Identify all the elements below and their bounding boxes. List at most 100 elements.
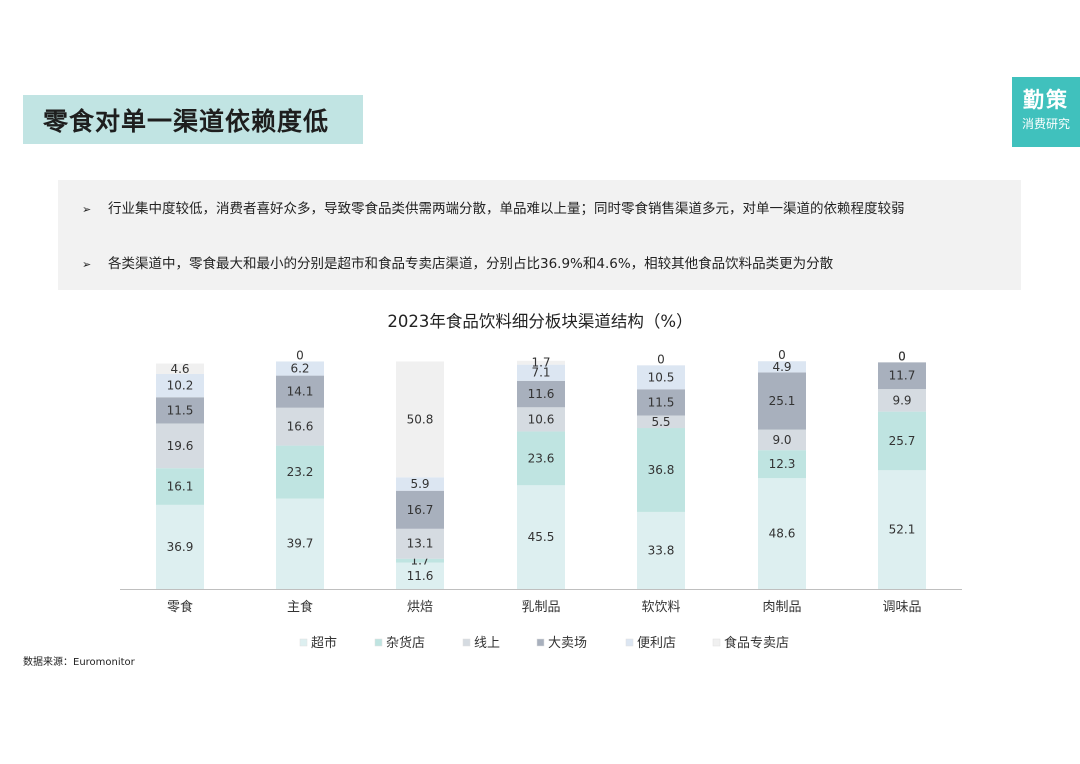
legend-swatch	[374, 638, 383, 647]
summary-box: ➢ 行业集中度较低，消费者喜好众多，导致零食品类供需两端分散，单品难以上量；同时…	[58, 180, 1021, 290]
data-label: 0	[898, 349, 906, 363]
data-label: 10.6	[528, 412, 555, 426]
bar-segment	[276, 375, 324, 408]
brand-logo: 勤策 消费研究	[1012, 77, 1080, 147]
bar-segment	[758, 361, 806, 373]
brand-name: 勤策	[1023, 88, 1069, 112]
data-label: 52.1	[889, 523, 916, 537]
bar-segment	[517, 407, 565, 432]
data-label: 5.5	[651, 415, 670, 429]
data-label: 36.9	[167, 540, 194, 554]
data-label: 36.8	[648, 463, 675, 477]
legend-swatch	[299, 638, 308, 647]
data-label: 16.1	[167, 480, 194, 494]
legend-swatch	[536, 638, 545, 647]
data-label: 25.7	[889, 434, 916, 448]
legend-label: 线上	[474, 636, 500, 651]
data-label: 39.7	[287, 537, 314, 551]
data-label: 7.1	[531, 366, 550, 380]
data-label: 23.2	[287, 465, 314, 479]
data-label: 12.3	[769, 457, 796, 471]
data-source: 数据来源：Euromonitor	[23, 657, 135, 668]
data-label: 11.6	[528, 387, 555, 401]
legend-label: 超市	[311, 635, 337, 651]
bar-segment	[276, 407, 324, 446]
data-label: 16.6	[287, 420, 314, 434]
bar-segment	[758, 429, 806, 451]
data-label: 13.1	[407, 537, 434, 551]
arrow-bullet-icon: ➢	[82, 203, 92, 216]
bar-segment	[637, 365, 685, 390]
data-label: 10.2	[167, 379, 194, 393]
brand-subtitle: 消费研究	[1021, 117, 1070, 131]
data-label: 0	[778, 348, 786, 362]
bullet-text: 各类渠道中，零食最大和最小的分别是超市和食品专卖店渠道，分别占比36.9%和4.…	[108, 256, 834, 272]
data-label: 23.6	[528, 451, 555, 465]
bar-segment	[517, 431, 565, 486]
page-title: 零食对单一渠道依赖度低	[43, 106, 330, 136]
legend-swatch	[625, 638, 634, 647]
legend-swatch	[712, 638, 721, 647]
data-label: 9.9	[892, 393, 911, 407]
bar-segment	[758, 478, 806, 589]
x-tick-label: 调味品	[882, 600, 921, 615]
bar-segment	[637, 415, 685, 429]
arrow-bullet-icon: ➢	[82, 258, 92, 271]
data-label: 0	[296, 348, 304, 362]
page-title-banner: 零食对单一渠道依赖度低	[23, 95, 363, 144]
bar-segment	[156, 373, 204, 398]
bar-segment	[637, 511, 685, 589]
bar-segment	[517, 360, 565, 365]
bar-segment	[156, 423, 204, 469]
bar-segment	[396, 562, 444, 589]
data-label: 11.7	[889, 369, 916, 383]
data-label: 16.7	[407, 503, 434, 517]
bar-segment	[396, 490, 444, 529]
legend-label: 食品专卖店	[724, 635, 789, 651]
bar-segment	[396, 558, 444, 563]
data-label: 11.6	[407, 569, 434, 583]
bar-segment	[517, 380, 565, 408]
data-label: 11.5	[167, 403, 194, 417]
data-label: 4.9	[772, 360, 791, 374]
legend-label: 杂货店	[386, 635, 425, 651]
bar-segment	[878, 411, 926, 471]
bar-segment	[637, 428, 685, 512]
bar-segment	[156, 504, 204, 589]
bullet-text: 行业集中度较低，消费者喜好众多，导致零食品类供需两端分散，单品难以上量；同时零食…	[108, 201, 905, 217]
data-label: 6.2	[290, 362, 309, 376]
bar-segment	[156, 363, 204, 374]
x-tick-label: 主食	[287, 599, 313, 615]
data-label: 25.1	[769, 394, 796, 408]
data-label: 5.9	[410, 477, 429, 491]
x-tick-label: 乳制品	[521, 600, 560, 615]
bar-segment	[396, 528, 444, 559]
bar-segment	[396, 477, 444, 491]
x-tick-label: 烘焙	[407, 600, 433, 615]
bar-segment	[878, 470, 926, 589]
data-label: 9.0	[772, 433, 791, 447]
bar-segment	[156, 468, 204, 505]
data-label: 1.7	[531, 356, 550, 370]
x-tick-label: 零食	[167, 599, 193, 615]
legend-swatch	[462, 638, 471, 647]
data-label: 4.6	[170, 362, 189, 376]
bar-segment	[276, 445, 324, 499]
bar-segment	[156, 397, 204, 424]
legend-label: 大卖场	[548, 636, 587, 651]
chart-title: 2023年食品饮料细分板块渠道结构（%）	[387, 312, 693, 331]
data-label: 19.6	[167, 439, 194, 453]
data-label: 45.5	[528, 530, 555, 544]
bar-segment	[878, 389, 926, 412]
bar-segment	[758, 450, 806, 479]
bar-segment	[637, 389, 685, 416]
bar-segment	[517, 485, 565, 589]
bar-segment	[758, 372, 806, 430]
x-tick-label: 肉制品	[762, 600, 801, 615]
legend-label: 便利店	[637, 636, 676, 651]
data-label: 14.1	[287, 385, 314, 399]
bar-segment	[878, 362, 926, 390]
data-label: 50.8	[407, 412, 434, 426]
data-label: 11.5	[648, 395, 675, 409]
